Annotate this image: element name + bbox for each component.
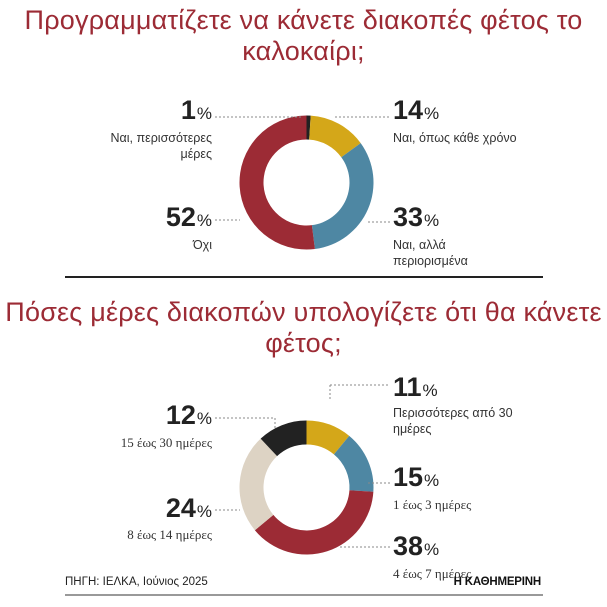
chart-1-title: Προγραμματίζετε να κάνετε διακοπές φέτος… [24, 5, 583, 66]
c1-s3-value: 52% [165, 202, 212, 232]
c1-s2-label: Ναι, αλλά περιορισμένα [393, 238, 468, 268]
footer-rule [65, 594, 543, 596]
c2-s3-value: 24% [165, 493, 212, 523]
c2-s0-label: Περισσότερες από 30 ημέρες [393, 406, 513, 436]
donut-1-slice-0 [306, 115, 311, 140]
c1-s1-value: 14% [393, 95, 440, 125]
donut-1-slice-2 [311, 143, 374, 249]
donut-1-slice-1 [309, 115, 361, 158]
donut-chart-1 [239, 115, 374, 250]
c2-s2-value: 38% [393, 531, 440, 561]
c1-s2-value: 33% [393, 202, 440, 232]
leader-c2-s0 [329, 384, 390, 400]
c2-s1-label: 1 έως 3 ημέρες [393, 497, 472, 512]
c2-s3-label: 8 έως 14 ημέρες [127, 527, 212, 542]
c1-s1-label: Ναι, όπως κάθε χρόνο [393, 131, 517, 145]
brand-logo-text: Η ΚΑΘΗΜΕΡΙΝΗ [453, 576, 542, 588]
c2-s2-label: 4 έως 7 ημέρες [393, 566, 472, 581]
c2-s4-label: 15 έως 30 ημέρες [120, 435, 212, 450]
source-note: ΠΗΓΗ: ΙΕΛΚΑ, Ιούνιος 2025 [65, 576, 208, 588]
c1-s3-label: Όχι [192, 238, 212, 252]
donut-1-slice-3 [239, 115, 315, 250]
c2-s1-value: 15% [393, 462, 440, 492]
donut-chart-2 [239, 420, 374, 555]
donut-2-slice-4 [260, 420, 307, 457]
donut-2-slice-3 [239, 438, 278, 531]
donut-2-slice-0 [306, 420, 350, 455]
c2-s0-value: 11% [393, 372, 438, 402]
c1-s0-value: 1% [180, 95, 212, 125]
donut-2-slice-2 [254, 490, 374, 555]
section-divider [65, 276, 543, 278]
c1-s0-label: Ναι, περισσότερες μέρες [110, 131, 212, 161]
chart-2-title: Πόσες μέρες διακοπών υπολογίζετε ότι θα … [5, 297, 602, 358]
donut-2-slice-1 [333, 435, 374, 492]
c2-s4-value: 12% [165, 400, 212, 430]
